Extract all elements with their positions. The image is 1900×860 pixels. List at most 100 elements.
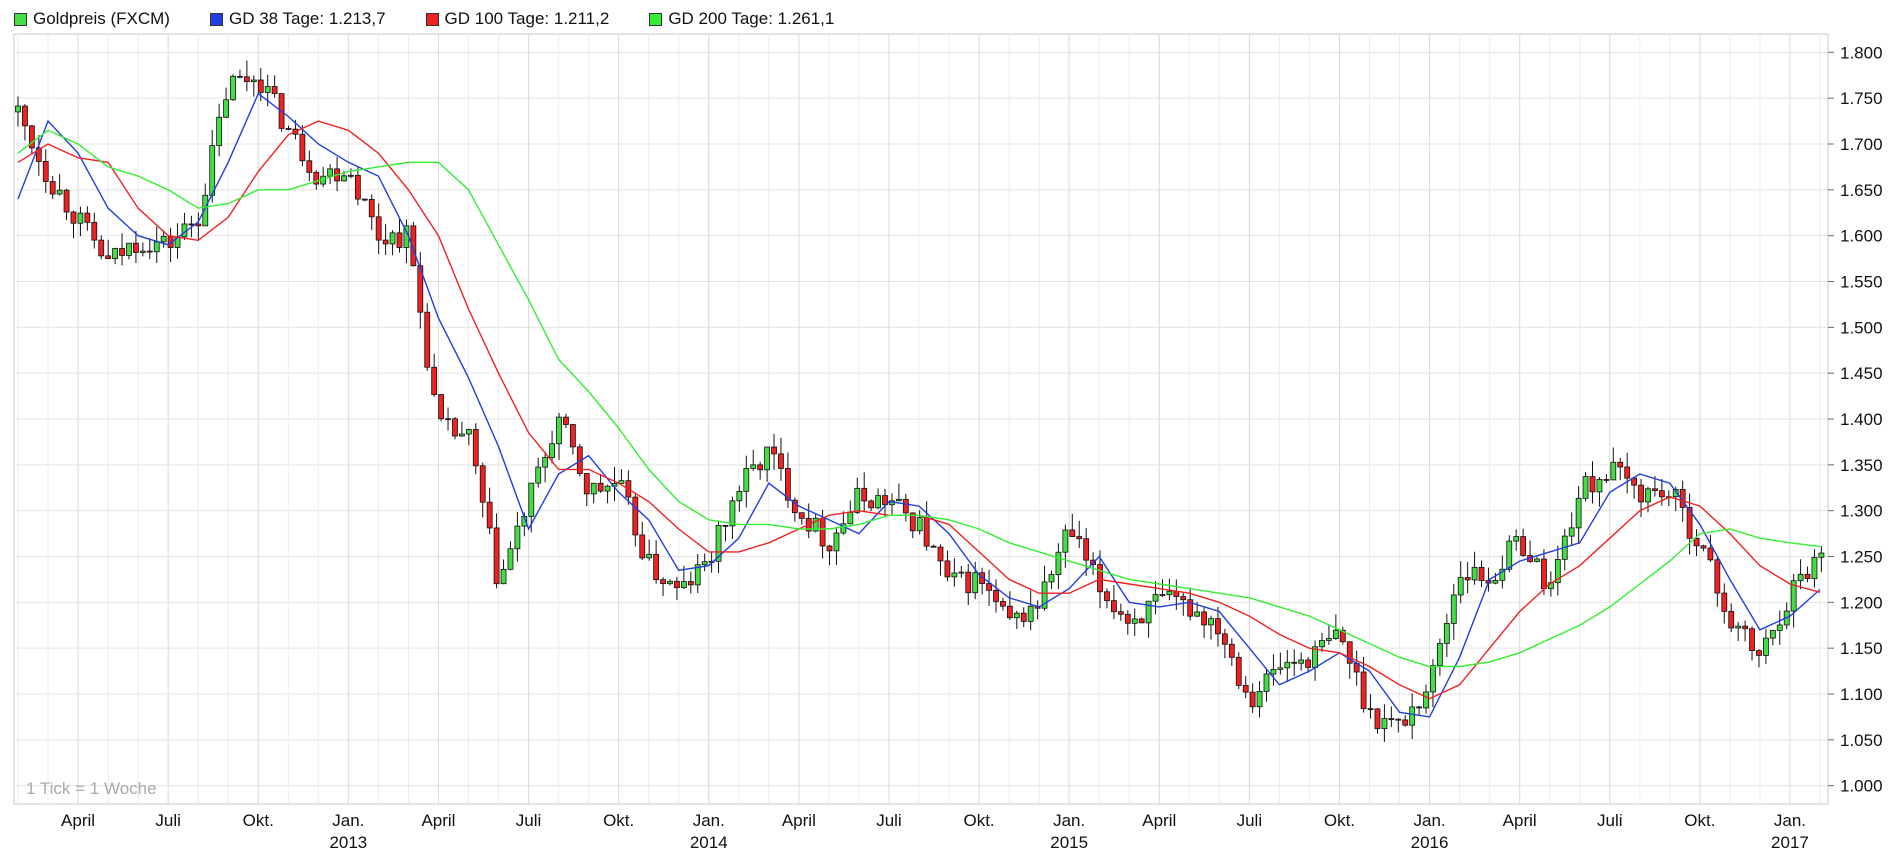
candle-body xyxy=(1235,656,1242,686)
candle-body xyxy=(1131,618,1138,624)
candle-body xyxy=(930,545,937,548)
candle-body xyxy=(674,580,680,588)
candle-body xyxy=(1027,605,1034,622)
candle-body xyxy=(119,248,125,256)
candle-body xyxy=(223,99,229,118)
candle-body xyxy=(1437,642,1443,666)
candle-body xyxy=(1263,673,1270,692)
x-tick-label: Jan. xyxy=(1413,811,1445,830)
candle-body xyxy=(861,487,868,502)
candle-body xyxy=(1111,600,1117,613)
x-tick-label: Juli xyxy=(876,811,902,830)
candle-body xyxy=(958,571,965,574)
candle-body xyxy=(535,466,542,484)
candle-body xyxy=(250,79,257,82)
candle-body xyxy=(195,223,202,227)
y-tick-label: 1.700 xyxy=(1840,135,1883,154)
candle-body xyxy=(271,86,278,94)
candle-body xyxy=(1152,594,1159,602)
candle-body xyxy=(313,171,320,185)
candle-body xyxy=(1020,612,1027,622)
candle-body xyxy=(715,525,722,562)
y-tick-label: 1.000 xyxy=(1840,777,1883,796)
candle-body xyxy=(895,498,902,502)
x-tick-label: Juli xyxy=(155,811,181,830)
candle-body xyxy=(882,495,888,506)
candle-body xyxy=(15,105,21,113)
candle-body xyxy=(382,239,389,245)
candle-body xyxy=(687,581,694,586)
candle-body xyxy=(1374,708,1381,730)
x-year-label: 2016 xyxy=(1411,833,1449,852)
y-tick-label: 1.150 xyxy=(1840,639,1883,658)
candle-body xyxy=(1457,577,1464,596)
x-year-label: 2014 xyxy=(690,833,728,852)
candle-body xyxy=(1228,643,1235,658)
x-tick-label: Jan. xyxy=(1774,811,1806,830)
legend-swatch xyxy=(14,12,27,26)
y-tick-label: 1.800 xyxy=(1840,43,1883,62)
candle-body xyxy=(680,581,687,588)
candle-body xyxy=(264,86,271,93)
candle-body xyxy=(133,242,139,253)
candle-body xyxy=(1249,691,1256,708)
candle-body xyxy=(1672,488,1679,498)
candle-body xyxy=(812,517,819,532)
candle-body xyxy=(84,212,91,223)
y-tick-label: 1.550 xyxy=(1840,273,1883,292)
candle-body xyxy=(1062,529,1069,553)
candle-body xyxy=(417,265,424,313)
legend-swatch xyxy=(209,12,223,26)
candle-body xyxy=(1430,665,1436,693)
candle-body xyxy=(1589,476,1596,493)
candle-body xyxy=(722,525,729,527)
candle-body xyxy=(1381,718,1388,730)
candle-body xyxy=(1041,581,1048,609)
y-tick-label: 1.050 xyxy=(1840,731,1883,750)
candle-body xyxy=(1006,605,1013,619)
x-axis-ticks: April Juli Okt. Jan. 2013 April Juli Okt. Jan. 20… xyxy=(61,811,1809,852)
candle-body xyxy=(1388,718,1395,720)
legend-label: GD 100 Tage: 1.211,2 xyxy=(444,9,610,28)
candle-body xyxy=(1568,527,1575,537)
candle-body xyxy=(1180,596,1187,601)
candle-body xyxy=(1104,591,1110,602)
candle-body xyxy=(556,416,562,445)
candle-body xyxy=(1735,625,1742,629)
candle-body xyxy=(1617,461,1624,468)
candle-body xyxy=(951,572,958,578)
candle-body xyxy=(639,534,646,559)
candle-body xyxy=(1395,718,1402,721)
candle-body xyxy=(1624,466,1631,479)
candle-body xyxy=(70,211,77,224)
candle-body xyxy=(1818,552,1825,558)
candle-body xyxy=(875,495,881,509)
candle-body xyxy=(216,116,223,146)
candle-body xyxy=(771,446,777,455)
candle-body xyxy=(1707,547,1714,561)
candle-body xyxy=(1443,622,1450,644)
legend-item: GD 38 Tage: 1.213,7 xyxy=(209,9,386,29)
candle-body xyxy=(91,221,98,241)
candle-body xyxy=(1000,601,1006,607)
candle-body xyxy=(667,580,673,585)
candle-body xyxy=(597,482,604,492)
candle-body xyxy=(563,416,569,425)
legend-item: GD 100 Tage: 1.211,2 xyxy=(425,9,610,29)
candle-body xyxy=(1242,684,1249,693)
candle-body xyxy=(604,485,611,492)
y-tick-label: 1.250 xyxy=(1840,548,1883,567)
candle-body xyxy=(1145,600,1152,624)
candle-body xyxy=(785,468,791,501)
candle-body xyxy=(438,394,445,420)
candle-body xyxy=(1048,574,1055,583)
candle-body xyxy=(1776,624,1783,631)
candle-body xyxy=(1499,568,1506,581)
y-tick-label: 1.500 xyxy=(1840,318,1883,337)
candle-body xyxy=(188,223,195,226)
candle-body xyxy=(1686,507,1693,539)
x-tick-label: Jan. xyxy=(1053,811,1085,830)
y-tick-label: 1.600 xyxy=(1840,227,1883,246)
candle-body xyxy=(1464,577,1471,581)
candle-body xyxy=(750,464,757,469)
